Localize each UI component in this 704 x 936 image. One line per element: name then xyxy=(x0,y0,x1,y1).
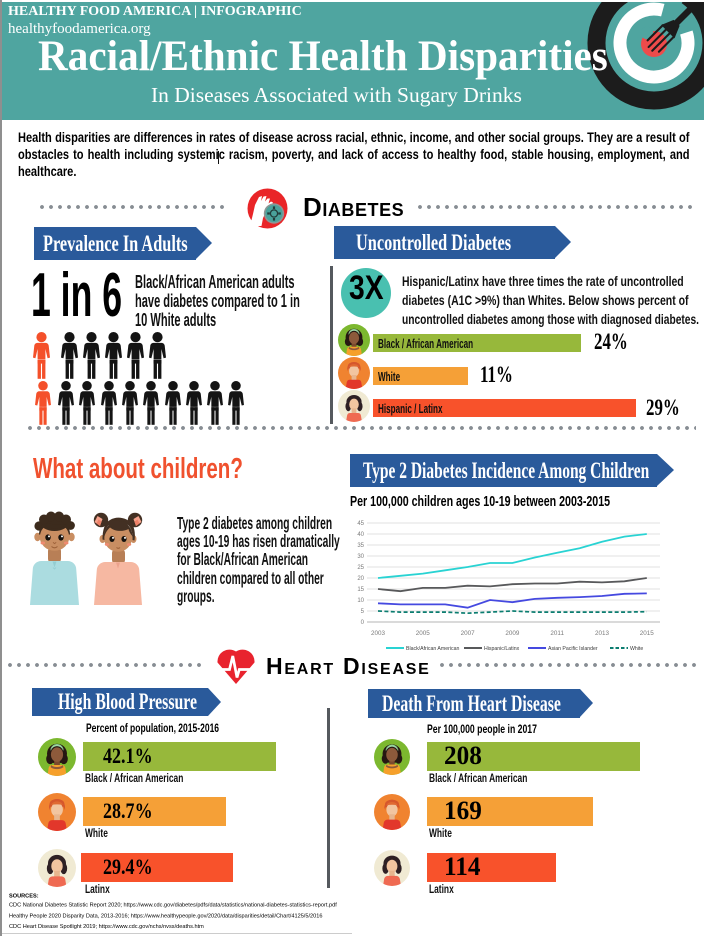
svg-text:25: 25 xyxy=(357,565,364,571)
svg-text:2003: 2003 xyxy=(371,630,386,637)
svg-text:35: 35 xyxy=(357,543,364,549)
svg-text:Asian Pacific Islander: Asian Pacific Islander xyxy=(548,646,598,652)
svg-text:2015: 2015 xyxy=(640,630,655,637)
svg-text:10: 10 xyxy=(357,598,364,604)
svg-text:45: 45 xyxy=(357,521,364,527)
svg-text:White: White xyxy=(630,646,643,652)
svg-text:2013: 2013 xyxy=(595,630,610,637)
svg-text:2005: 2005 xyxy=(416,630,431,637)
svg-text:40: 40 xyxy=(357,532,364,538)
svg-text:5: 5 xyxy=(361,609,365,615)
svg-text:Hispanic/Latinx: Hispanic/Latinx xyxy=(484,646,520,652)
svg-text:Black/African American: Black/African American xyxy=(406,646,459,652)
svg-text:0: 0 xyxy=(361,620,365,626)
svg-text:30: 30 xyxy=(357,554,364,560)
svg-text:2009: 2009 xyxy=(505,630,520,637)
svg-text:20: 20 xyxy=(357,576,364,582)
svg-text:2011: 2011 xyxy=(550,630,564,637)
svg-text:2007: 2007 xyxy=(461,630,476,637)
svg-text:15: 15 xyxy=(357,587,364,593)
